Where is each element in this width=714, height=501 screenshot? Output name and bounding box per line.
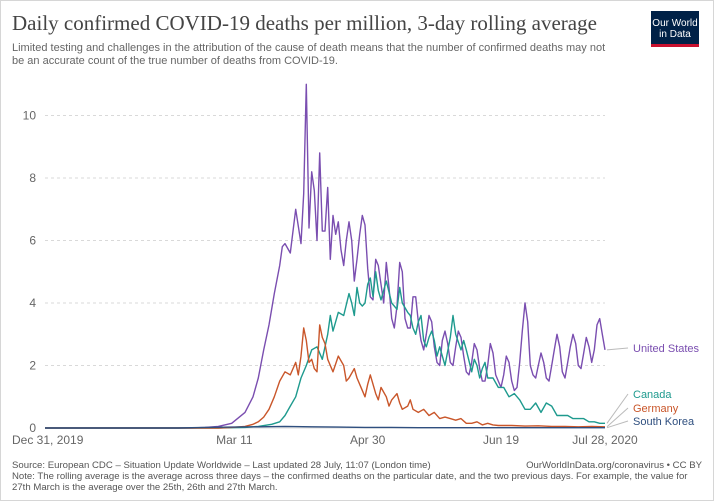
source-link[interactable]: OurWorldInData.org/coronavirus • CC BY: [526, 460, 702, 471]
grid-layer: 0 2 4 6 8 10 Dec 31, 2019 Mar 11 Apr 30 Jun 19 Jul…: [12, 109, 638, 448]
x-tick-label: Jun 19: [483, 433, 519, 447]
line-chart: 0 2 4 6 8 10 Dec 31, 2019 Mar 11 Apr 30 Jun 19 Jul…: [12, 83, 700, 448]
series-line: [45, 425, 605, 429]
x-tick-label: Mar 11: [216, 433, 253, 447]
series-label: South Korea: [633, 416, 695, 428]
series-connector: [606, 347, 629, 351]
chart-title: Daily confirmed COVID-19 deaths per mill…: [12, 11, 597, 35]
series-connector: [606, 420, 629, 429]
series-layer: [45, 83, 606, 429]
logo-bar: [651, 44, 699, 47]
series-line: [45, 271, 605, 429]
y-tick-label: 4: [29, 296, 36, 310]
y-tick-label: 2: [29, 359, 36, 373]
series-label: Germany: [633, 403, 679, 415]
source-text: Source: European CDC – Situation Update …: [12, 460, 431, 471]
logo-line-2: in Data: [659, 29, 691, 40]
source-note: Source: European CDC – Situation Update …: [12, 460, 702, 471]
series-line: [45, 83, 606, 429]
series-label: Canada: [633, 389, 672, 401]
x-tick-label: Dec 31, 2019: [12, 433, 84, 447]
series-connector: [606, 393, 629, 424]
x-tick-label: Apr 30: [350, 433, 386, 447]
footnote: Note: The rolling average is the average…: [12, 471, 688, 493]
y-tick-label: 8: [29, 171, 36, 185]
chart-subtitle: Limited testing and challenges in the at…: [12, 42, 606, 67]
series-label: United States: [633, 343, 700, 355]
logo-line-1: Our World: [652, 18, 698, 29]
y-tick-label: 0: [29, 421, 36, 435]
y-tick-label: 6: [29, 234, 36, 248]
owid-logo[interactable]: Our World in Data: [651, 11, 699, 47]
series-line: [45, 324, 606, 429]
y-tick-label: 10: [23, 109, 37, 123]
series-connector: [606, 407, 629, 428]
x-tick-label: Jul 28, 2020: [572, 433, 638, 447]
